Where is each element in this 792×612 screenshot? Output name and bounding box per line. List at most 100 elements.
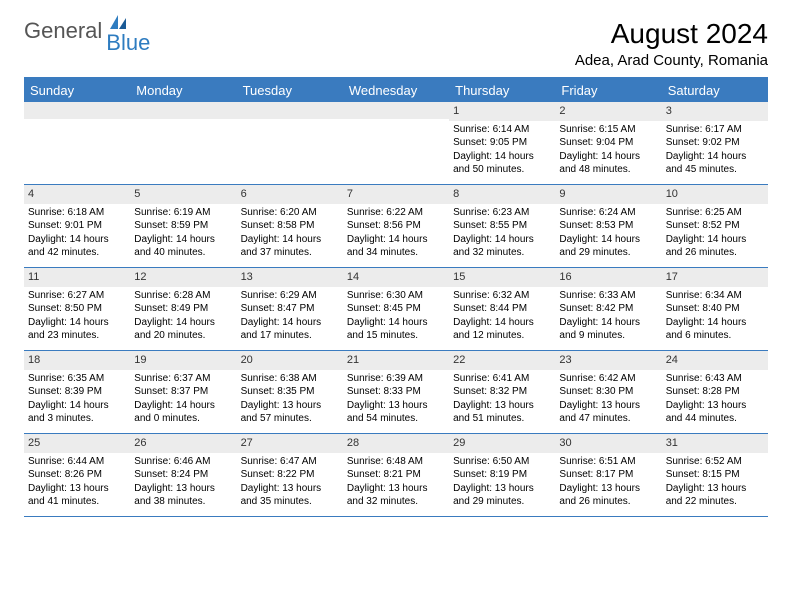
day-cell: 17Sunrise: 6:34 AMSunset: 8:40 PMDayligh…	[662, 268, 768, 350]
day-cell: 18Sunrise: 6:35 AMSunset: 8:39 PMDayligh…	[24, 351, 130, 433]
day-number: 3	[662, 102, 768, 121]
day-details: Sunrise: 6:19 AMSunset: 8:59 PMDaylight:…	[130, 204, 236, 262]
day-number: 7	[343, 185, 449, 204]
day-details: Sunrise: 6:32 AMSunset: 8:44 PMDaylight:…	[449, 287, 555, 345]
day-number: 31	[662, 434, 768, 453]
week-row: 25Sunrise: 6:44 AMSunset: 8:26 PMDayligh…	[24, 434, 768, 517]
day-details: Sunrise: 6:15 AMSunset: 9:04 PMDaylight:…	[555, 121, 661, 179]
location: Adea, Arad County, Romania	[575, 52, 768, 69]
day-number: 4	[24, 185, 130, 204]
day-header: Saturday	[662, 79, 768, 102]
day-header: Wednesday	[343, 79, 449, 102]
day-number: 2	[555, 102, 661, 121]
day-cell: 20Sunrise: 6:38 AMSunset: 8:35 PMDayligh…	[237, 351, 343, 433]
week-row: 11Sunrise: 6:27 AMSunset: 8:50 PMDayligh…	[24, 268, 768, 351]
day-number: 13	[237, 268, 343, 287]
day-number: 29	[449, 434, 555, 453]
day-details: Sunrise: 6:37 AMSunset: 8:37 PMDaylight:…	[130, 370, 236, 428]
day-number: 20	[237, 351, 343, 370]
day-cell: 10Sunrise: 6:25 AMSunset: 8:52 PMDayligh…	[662, 185, 768, 267]
day-number: 14	[343, 268, 449, 287]
day-number	[343, 102, 449, 119]
day-number: 19	[130, 351, 236, 370]
day-cell	[343, 102, 449, 184]
day-cell: 29Sunrise: 6:50 AMSunset: 8:19 PMDayligh…	[449, 434, 555, 516]
week-row: 18Sunrise: 6:35 AMSunset: 8:39 PMDayligh…	[24, 351, 768, 434]
day-details: Sunrise: 6:50 AMSunset: 8:19 PMDaylight:…	[449, 453, 555, 511]
day-cell: 23Sunrise: 6:42 AMSunset: 8:30 PMDayligh…	[555, 351, 661, 433]
day-number	[24, 102, 130, 119]
logo-text-blue: Blue	[106, 30, 150, 56]
day-details: Sunrise: 6:23 AMSunset: 8:55 PMDaylight:…	[449, 204, 555, 262]
logo: General Blue	[24, 18, 172, 44]
day-number: 1	[449, 102, 555, 121]
day-cell: 14Sunrise: 6:30 AMSunset: 8:45 PMDayligh…	[343, 268, 449, 350]
logo-text-general: General	[24, 18, 102, 44]
day-details: Sunrise: 6:39 AMSunset: 8:33 PMDaylight:…	[343, 370, 449, 428]
day-details: Sunrise: 6:27 AMSunset: 8:50 PMDaylight:…	[24, 287, 130, 345]
day-details: Sunrise: 6:24 AMSunset: 8:53 PMDaylight:…	[555, 204, 661, 262]
day-cell: 1Sunrise: 6:14 AMSunset: 9:05 PMDaylight…	[449, 102, 555, 184]
day-cell: 31Sunrise: 6:52 AMSunset: 8:15 PMDayligh…	[662, 434, 768, 516]
day-details: Sunrise: 6:17 AMSunset: 9:02 PMDaylight:…	[662, 121, 768, 179]
day-number: 15	[449, 268, 555, 287]
day-details: Sunrise: 6:30 AMSunset: 8:45 PMDaylight:…	[343, 287, 449, 345]
day-details: Sunrise: 6:43 AMSunset: 8:28 PMDaylight:…	[662, 370, 768, 428]
day-number: 9	[555, 185, 661, 204]
day-cell: 15Sunrise: 6:32 AMSunset: 8:44 PMDayligh…	[449, 268, 555, 350]
day-details: Sunrise: 6:47 AMSunset: 8:22 PMDaylight:…	[237, 453, 343, 511]
day-details: Sunrise: 6:44 AMSunset: 8:26 PMDaylight:…	[24, 453, 130, 511]
day-details: Sunrise: 6:33 AMSunset: 8:42 PMDaylight:…	[555, 287, 661, 345]
title-block: August 2024 Adea, Arad County, Romania	[575, 18, 768, 69]
day-details: Sunrise: 6:48 AMSunset: 8:21 PMDaylight:…	[343, 453, 449, 511]
day-number: 6	[237, 185, 343, 204]
day-number: 30	[555, 434, 661, 453]
month-title: August 2024	[575, 18, 768, 50]
week-row: 4Sunrise: 6:18 AMSunset: 9:01 PMDaylight…	[24, 185, 768, 268]
day-cell: 3Sunrise: 6:17 AMSunset: 9:02 PMDaylight…	[662, 102, 768, 184]
day-details: Sunrise: 6:29 AMSunset: 8:47 PMDaylight:…	[237, 287, 343, 345]
day-details: Sunrise: 6:18 AMSunset: 9:01 PMDaylight:…	[24, 204, 130, 262]
day-cell	[24, 102, 130, 184]
day-cell: 21Sunrise: 6:39 AMSunset: 8:33 PMDayligh…	[343, 351, 449, 433]
day-number: 26	[130, 434, 236, 453]
page-header: General Blue August 2024 Adea, Arad Coun…	[24, 18, 768, 69]
day-number: 5	[130, 185, 236, 204]
day-cell: 25Sunrise: 6:44 AMSunset: 8:26 PMDayligh…	[24, 434, 130, 516]
day-number	[130, 102, 236, 119]
day-number: 22	[449, 351, 555, 370]
day-details: Sunrise: 6:51 AMSunset: 8:17 PMDaylight:…	[555, 453, 661, 511]
day-header: Monday	[130, 79, 236, 102]
week-row: 1Sunrise: 6:14 AMSunset: 9:05 PMDaylight…	[24, 102, 768, 185]
day-cell: 11Sunrise: 6:27 AMSunset: 8:50 PMDayligh…	[24, 268, 130, 350]
day-cell: 26Sunrise: 6:46 AMSunset: 8:24 PMDayligh…	[130, 434, 236, 516]
day-header: Tuesday	[237, 79, 343, 102]
day-number: 24	[662, 351, 768, 370]
day-number: 10	[662, 185, 768, 204]
day-cell: 5Sunrise: 6:19 AMSunset: 8:59 PMDaylight…	[130, 185, 236, 267]
day-number: 21	[343, 351, 449, 370]
day-details: Sunrise: 6:25 AMSunset: 8:52 PMDaylight:…	[662, 204, 768, 262]
day-details: Sunrise: 6:52 AMSunset: 8:15 PMDaylight:…	[662, 453, 768, 511]
day-headers-row: SundayMondayTuesdayWednesdayThursdayFrid…	[24, 79, 768, 102]
day-details: Sunrise: 6:35 AMSunset: 8:39 PMDaylight:…	[24, 370, 130, 428]
calendar: SundayMondayTuesdayWednesdayThursdayFrid…	[24, 77, 768, 517]
day-number: 25	[24, 434, 130, 453]
day-details: Sunrise: 6:34 AMSunset: 8:40 PMDaylight:…	[662, 287, 768, 345]
day-cell: 9Sunrise: 6:24 AMSunset: 8:53 PMDaylight…	[555, 185, 661, 267]
day-number: 11	[24, 268, 130, 287]
day-header: Sunday	[24, 79, 130, 102]
day-number: 23	[555, 351, 661, 370]
day-cell: 24Sunrise: 6:43 AMSunset: 8:28 PMDayligh…	[662, 351, 768, 433]
day-cell: 28Sunrise: 6:48 AMSunset: 8:21 PMDayligh…	[343, 434, 449, 516]
day-details: Sunrise: 6:42 AMSunset: 8:30 PMDaylight:…	[555, 370, 661, 428]
day-cell: 13Sunrise: 6:29 AMSunset: 8:47 PMDayligh…	[237, 268, 343, 350]
day-cell: 22Sunrise: 6:41 AMSunset: 8:32 PMDayligh…	[449, 351, 555, 433]
day-number: 18	[24, 351, 130, 370]
day-header: Thursday	[449, 79, 555, 102]
day-number: 28	[343, 434, 449, 453]
day-number	[237, 102, 343, 119]
day-cell: 16Sunrise: 6:33 AMSunset: 8:42 PMDayligh…	[555, 268, 661, 350]
day-number: 8	[449, 185, 555, 204]
day-cell: 12Sunrise: 6:28 AMSunset: 8:49 PMDayligh…	[130, 268, 236, 350]
